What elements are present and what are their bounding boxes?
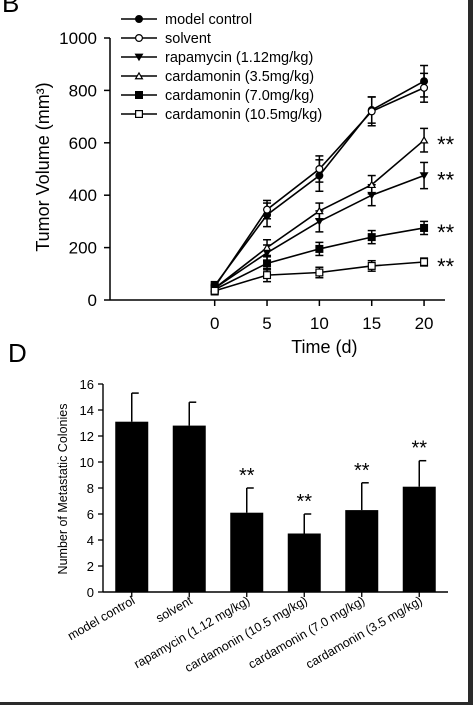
y-tick-label: 1000 bbox=[59, 29, 97, 48]
panel-label-b: B bbox=[2, 0, 20, 18]
bar bbox=[115, 421, 149, 592]
legend-label: model control bbox=[165, 12, 252, 28]
legend: model control solvent rapamycin (1.12mg/kg… bbox=[121, 12, 322, 123]
y-tick-label: 12 bbox=[80, 429, 94, 444]
series-cardamonin-7-0mg-kg: ** bbox=[210, 220, 455, 295]
y-tick-label: 0 bbox=[87, 585, 94, 600]
y-axis-title: Number of Metastatic Colonies bbox=[56, 404, 70, 575]
data-point bbox=[367, 233, 376, 242]
tumor-volume-line-chart: 0 200 400 600 800 1000 0 5 10 15 20 Time (d) Tumor V… bbox=[33, 12, 455, 357]
data-point bbox=[420, 258, 429, 267]
y-tick-label: 400 bbox=[69, 186, 97, 205]
significance-marker: ** bbox=[354, 460, 370, 482]
figure-frame-right bbox=[468, 0, 473, 705]
data-point bbox=[263, 259, 272, 268]
legend-marker bbox=[134, 53, 144, 62]
data-point bbox=[419, 135, 429, 144]
y-tick-label: 6 bbox=[87, 507, 94, 522]
legend-item-rapamycin-1-12mg-kg: rapamycin (1.12mg/kg) bbox=[121, 50, 313, 66]
y-tick-label: 200 bbox=[69, 239, 97, 258]
x-tick-label: 0 bbox=[210, 314, 219, 333]
data-point bbox=[420, 83, 429, 92]
data-point bbox=[419, 172, 429, 180]
data-point bbox=[314, 206, 324, 215]
data-point bbox=[367, 180, 377, 189]
significance-marker: ** bbox=[437, 132, 455, 157]
legend-item-model-control: model control bbox=[121, 12, 252, 28]
significance-marker: ** bbox=[411, 438, 427, 460]
legend-label: solvent bbox=[165, 31, 211, 47]
legend-label: rapamycin (1.12mg/kg) bbox=[165, 50, 313, 66]
bar-group-model-control: model control bbox=[65, 392, 149, 643]
legend-label: cardamonin (3.5mg/kg) bbox=[165, 69, 314, 85]
legend-label: cardamonin (7.0mg/kg) bbox=[165, 88, 314, 104]
y-tick-label: 4 bbox=[87, 533, 94, 548]
x-tick-label: model control bbox=[65, 593, 137, 643]
series-line-cardamonin-7-0mg-kg bbox=[214, 227, 425, 291]
legend-marker bbox=[135, 15, 144, 24]
legend-marker bbox=[135, 33, 144, 42]
y-tick-label: 2 bbox=[87, 559, 94, 574]
data-point bbox=[263, 271, 272, 280]
y-tick-label: 16 bbox=[80, 377, 94, 392]
y-tick-label: 10 bbox=[80, 455, 94, 470]
legend-item-cardamonin-7-0mg-kg: cardamonin (7.0mg/kg) bbox=[121, 88, 314, 104]
data-point bbox=[263, 205, 272, 214]
series-cardamonin-3-5mg-kg: ** bbox=[210, 127, 455, 293]
y-tick-label: 600 bbox=[69, 134, 97, 153]
x-tick-label: 5 bbox=[262, 314, 271, 333]
data-point bbox=[367, 107, 376, 116]
significance-marker: ** bbox=[239, 465, 255, 487]
bar bbox=[172, 425, 206, 592]
x-tick-label: 20 bbox=[415, 314, 434, 333]
series-cardamonin-10-5mg-kg: ** bbox=[210, 254, 455, 296]
data-point bbox=[262, 243, 272, 251]
legend-item-solvent: solvent bbox=[121, 31, 211, 47]
bar bbox=[287, 533, 321, 592]
y-tick-label: 800 bbox=[69, 81, 97, 100]
panel-label-d: D bbox=[8, 338, 27, 368]
data-point bbox=[367, 261, 376, 270]
legend-marker bbox=[134, 71, 144, 80]
metastatic-colonies-bar-chart: 0 2 4 6 8 10 12 14 16 Number of Metastatic Coloni… bbox=[56, 377, 448, 675]
y-tick-label: 8 bbox=[87, 481, 94, 496]
x-axis-title: Time (d) bbox=[291, 337, 357, 357]
legend-item-cardamonin-3-5mg-kg: cardamonin (3.5mg/kg) bbox=[121, 69, 314, 85]
x-tick-label: solvent bbox=[153, 593, 195, 625]
y-tick-label: 14 bbox=[80, 403, 94, 418]
y-tick-label: 0 bbox=[88, 291, 97, 310]
legend-label: cardamonin (10.5mg/kg) bbox=[165, 107, 322, 123]
bar bbox=[402, 486, 436, 592]
series-solvent bbox=[210, 72, 429, 292]
data-point bbox=[315, 244, 324, 253]
legend-marker bbox=[135, 109, 144, 118]
significance-marker: ** bbox=[437, 254, 455, 279]
significance-marker: ** bbox=[437, 168, 455, 193]
bar bbox=[345, 510, 379, 592]
data-point bbox=[210, 286, 219, 295]
data-point bbox=[315, 165, 324, 174]
legend-item-cardamonin-10-5mg-kg: cardamonin (10.5mg/kg) bbox=[121, 107, 322, 123]
figure-frame-bottom bbox=[0, 702, 473, 705]
legend-marker bbox=[135, 90, 144, 99]
y-axis-title: Tumor Volume (mm³) bbox=[33, 82, 53, 251]
data-point bbox=[315, 268, 324, 277]
bar bbox=[230, 512, 264, 592]
x-tick-label: 15 bbox=[362, 314, 381, 333]
significance-marker: ** bbox=[437, 220, 455, 245]
x-tick-label: 10 bbox=[310, 314, 329, 333]
data-point bbox=[420, 223, 429, 232]
significance-marker: ** bbox=[296, 491, 312, 513]
